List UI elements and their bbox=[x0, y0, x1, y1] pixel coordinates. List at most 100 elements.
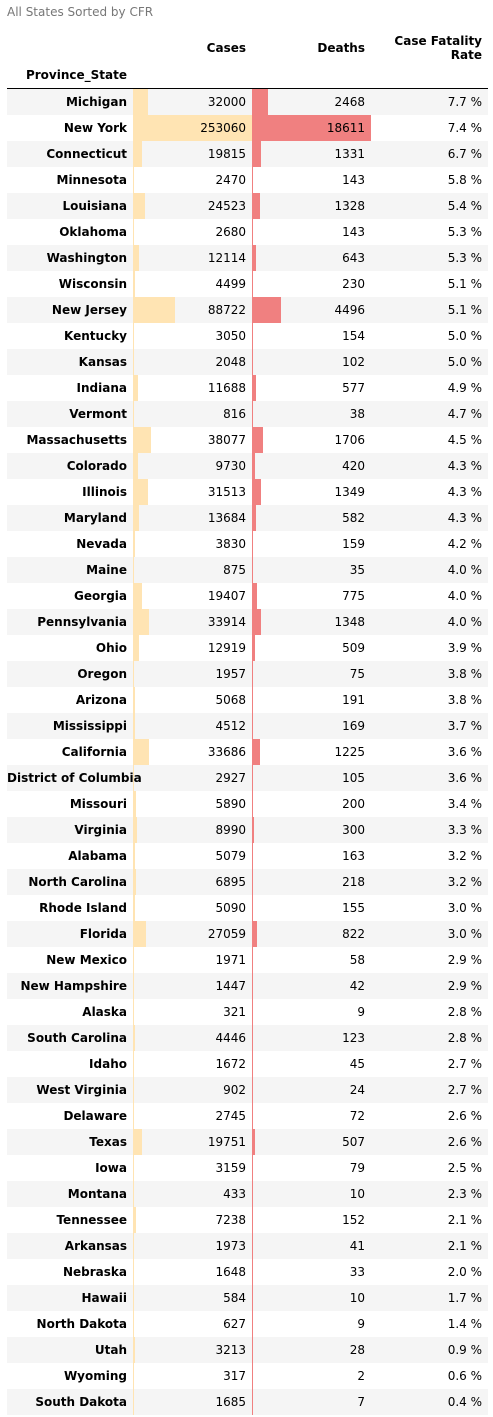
deaths-cell: 577 bbox=[252, 375, 371, 401]
cases-bar bbox=[133, 115, 252, 141]
cases-value: 13684 bbox=[207, 511, 246, 525]
cases-cell: 11688 bbox=[133, 375, 252, 401]
deaths-cell: 45 bbox=[252, 1051, 371, 1077]
deaths-bar bbox=[252, 297, 281, 323]
deaths-cell: 218 bbox=[252, 869, 371, 895]
state-name: Arizona bbox=[75, 693, 127, 707]
deaths-bar bbox=[252, 1259, 253, 1285]
deaths-cell: 159 bbox=[252, 531, 371, 557]
deaths-bar bbox=[252, 765, 253, 791]
state-name: Louisiana bbox=[62, 199, 127, 213]
cases-cell: 12114 bbox=[133, 245, 252, 271]
table-row: Montana 433 10 2.3 % bbox=[7, 1181, 488, 1207]
deaths-cell: 41 bbox=[252, 1233, 371, 1259]
index-header-row: Province_State bbox=[7, 62, 488, 89]
table-row: Delaware 2745 72 2.6 % bbox=[7, 1103, 488, 1129]
cases-cell: 9730 bbox=[133, 453, 252, 479]
deaths-bar bbox=[252, 1285, 253, 1311]
deaths-value: 7 bbox=[357, 1395, 365, 1409]
deaths-value: 163 bbox=[342, 849, 365, 863]
deaths-cell: 582 bbox=[252, 505, 371, 531]
cases-cell: 33686 bbox=[133, 739, 252, 765]
deaths-bar bbox=[252, 323, 253, 349]
cases-cell: 5068 bbox=[133, 687, 252, 713]
cases-bar bbox=[133, 843, 136, 869]
deaths-cell: 507 bbox=[252, 1129, 371, 1155]
state-name: Wisconsin bbox=[58, 277, 127, 291]
deaths-bar bbox=[252, 999, 253, 1025]
cases-bar bbox=[133, 245, 139, 271]
cfr-value: 3.9 % bbox=[447, 641, 482, 655]
cases-value: 2927 bbox=[215, 771, 246, 785]
cases-value: 33686 bbox=[207, 745, 246, 759]
cfr-value: 0.9 % bbox=[447, 1343, 482, 1357]
cases-bar bbox=[133, 973, 134, 999]
cases-bar bbox=[133, 635, 140, 661]
table-row: Oklahoma 2680 143 5.3 % bbox=[7, 219, 488, 245]
cases-value: 12114 bbox=[207, 251, 246, 265]
cases-value: 11688 bbox=[207, 381, 246, 395]
state-name: Kentucky bbox=[64, 329, 127, 343]
deaths-value: 2468 bbox=[334, 95, 365, 109]
deaths-bar bbox=[252, 89, 268, 115]
state-name: Kansas bbox=[78, 355, 127, 369]
cases-bar bbox=[133, 427, 151, 453]
cases-cell: 4499 bbox=[133, 271, 252, 297]
cfr-value: 4.3 % bbox=[447, 511, 482, 525]
deaths-bar bbox=[252, 869, 254, 895]
header-deaths: Deaths bbox=[317, 41, 365, 55]
state-name: Minnesota bbox=[56, 173, 128, 187]
deaths-bar bbox=[252, 531, 254, 557]
state-name: Wyoming bbox=[63, 1369, 127, 1383]
cfr-value: 3.8 % bbox=[447, 667, 482, 681]
cases-cell: 2470 bbox=[133, 167, 252, 193]
deaths-cell: 143 bbox=[252, 219, 371, 245]
state-name: Michigan bbox=[65, 95, 127, 109]
deaths-bar bbox=[252, 115, 371, 141]
deaths-bar bbox=[252, 505, 256, 531]
table-row: South Dakota 1685 7 0.4 % bbox=[7, 1389, 488, 1415]
cfr-value: 3.6 % bbox=[447, 771, 482, 785]
cases-value: 4499 bbox=[215, 277, 246, 291]
cases-bar bbox=[133, 739, 149, 765]
cases-bar bbox=[133, 1129, 143, 1155]
deaths-value: 1349 bbox=[334, 485, 365, 499]
cases-bar bbox=[133, 817, 138, 843]
cases-cell: 902 bbox=[133, 1077, 252, 1103]
deaths-bar bbox=[252, 479, 261, 505]
cases-bar bbox=[133, 1259, 134, 1285]
cases-value: 1447 bbox=[215, 979, 246, 993]
cases-bar bbox=[133, 947, 134, 973]
cases-cell: 13684 bbox=[133, 505, 252, 531]
cfr-value: 4.3 % bbox=[447, 459, 482, 473]
table-caption: All States Sorted by CFR bbox=[7, 5, 154, 19]
header-index-name: Province_State bbox=[7, 62, 133, 89]
table-row: Iowa 3159 79 2.5 % bbox=[7, 1155, 488, 1181]
table-row: North Dakota 627 9 1.4 % bbox=[7, 1311, 488, 1337]
cases-cell: 1672 bbox=[133, 1051, 252, 1077]
deaths-cell: 2 bbox=[252, 1363, 371, 1389]
deaths-bar bbox=[252, 1077, 253, 1103]
state-name: New York bbox=[63, 121, 127, 135]
table-row: South Carolina 4446 123 2.8 % bbox=[7, 1025, 488, 1051]
cfr-table: Cases Deaths Case Fatality Rate Province… bbox=[7, 34, 488, 1415]
cases-cell: 5079 bbox=[133, 843, 252, 869]
table-row: Idaho 1672 45 2.7 % bbox=[7, 1051, 488, 1077]
state-name: Washington bbox=[46, 251, 127, 265]
deaths-bar bbox=[252, 1025, 253, 1051]
deaths-bar bbox=[252, 1129, 256, 1155]
state-name: Virginia bbox=[74, 823, 127, 837]
state-name: Missouri bbox=[69, 797, 127, 811]
cfr-value: 2.7 % bbox=[447, 1083, 482, 1097]
cases-cell: 1685 bbox=[133, 1389, 252, 1415]
cases-value: 2745 bbox=[215, 1109, 246, 1123]
table-row: Kansas 2048 102 5.0 % bbox=[7, 349, 488, 375]
deaths-value: 509 bbox=[342, 641, 365, 655]
cases-cell: 27059 bbox=[133, 921, 252, 947]
cfr-value: 4.0 % bbox=[447, 563, 482, 577]
cases-cell: 1971 bbox=[133, 947, 252, 973]
deaths-value: 582 bbox=[342, 511, 365, 525]
deaths-cell: 79 bbox=[252, 1155, 371, 1181]
deaths-value: 159 bbox=[342, 537, 365, 551]
cases-bar bbox=[133, 323, 135, 349]
